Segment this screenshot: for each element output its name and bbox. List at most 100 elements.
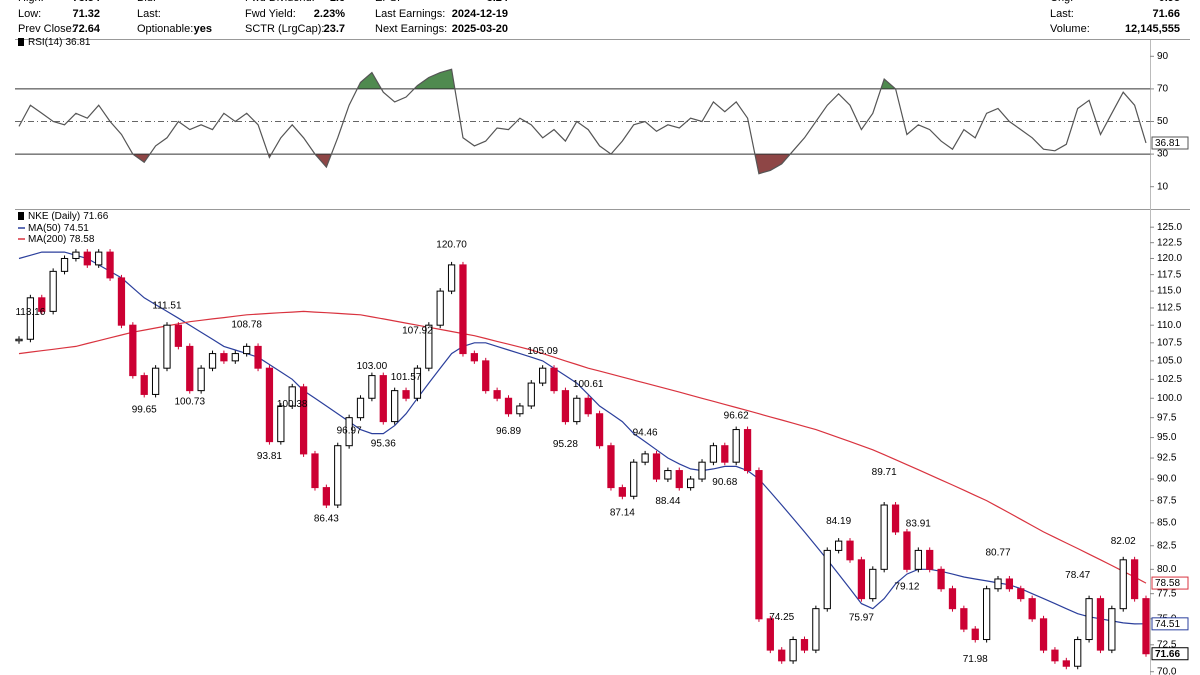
- moving-average: [18, 310, 1147, 584]
- header-label: Volume:: [1050, 23, 1090, 35]
- candle: [857, 559, 866, 600]
- price-annotation: 86.43: [314, 514, 339, 525]
- header-value: 72.64: [72, 23, 100, 35]
- candle: [95, 251, 103, 266]
- y-tick-label: 82.5: [1157, 540, 1177, 551]
- candle: [311, 453, 319, 489]
- candle: [789, 639, 797, 662]
- price-annotation: 95.28: [553, 439, 578, 450]
- y-tick-label: 117.5: [1157, 269, 1182, 280]
- candle: [277, 405, 285, 443]
- candle: [243, 345, 251, 355]
- header-label: Chg:: [1050, 0, 1073, 4]
- header-label: EPS:: [375, 0, 400, 4]
- price-annotation: 111.51: [152, 300, 182, 311]
- y-tick-label: 50: [1157, 116, 1169, 127]
- header-label: Fwd Dividend:: [245, 0, 315, 4]
- price-annotation: 88.44: [655, 496, 680, 507]
- legend-entry: NKE (Daily) 71.66: [28, 211, 109, 222]
- candle: [561, 390, 570, 423]
- price-annotation: 100.61: [573, 379, 604, 390]
- header-label: Low:: [18, 8, 41, 20]
- candle: [527, 382, 535, 407]
- moving-average: [18, 251, 1147, 625]
- candle: [15, 338, 23, 342]
- candle: [948, 588, 957, 610]
- value-badge: [1151, 647, 1189, 661]
- y-tick-label: 92.5: [1157, 453, 1177, 464]
- value-badge: [1151, 576, 1189, 590]
- candle: [208, 353, 217, 369]
- candle: [1051, 649, 1059, 662]
- y-tick-label: 115.0: [1157, 286, 1182, 297]
- legend-entry: RSI(14) 36.81: [28, 37, 91, 48]
- candle: [880, 504, 888, 570]
- candle: [413, 367, 422, 399]
- y-tick-label: 85.0: [1157, 517, 1177, 528]
- candle: [1062, 660, 1070, 667]
- candle: [630, 461, 638, 497]
- candle: [664, 470, 672, 480]
- candle: [573, 397, 581, 423]
- candle: [903, 531, 911, 570]
- candle: [971, 628, 979, 641]
- legend-value: 74.51: [64, 223, 89, 234]
- y-tick-label: 112.5: [1157, 303, 1182, 314]
- candle: [1142, 598, 1150, 655]
- legend-icon: [18, 212, 24, 220]
- header-value: 12,145,555: [1125, 23, 1180, 35]
- header-label: SCTR (LrgCap):: [245, 23, 324, 35]
- candle: [391, 390, 399, 423]
- candle: [288, 386, 296, 407]
- price-annotation: 89.71: [872, 467, 897, 478]
- candle: [1085, 598, 1093, 641]
- candle: [447, 264, 456, 292]
- y-tick-label: 30: [1157, 149, 1169, 160]
- header-value: 73.54: [72, 0, 100, 4]
- header-label: Optionable:: [137, 23, 193, 35]
- candle: [584, 397, 592, 415]
- price-annotation: 96.89: [496, 426, 521, 437]
- candle: [83, 251, 91, 266]
- candle: [402, 390, 410, 399]
- legend-entry: MA(200) 78.58: [28, 234, 95, 245]
- candle: [550, 367, 558, 392]
- candle: [1108, 608, 1116, 651]
- candle: [869, 568, 877, 600]
- legend-value: 71.66: [83, 211, 108, 222]
- legend-icon: [18, 38, 24, 46]
- header-value: 2025-03-20: [452, 23, 508, 35]
- header-label: High:: [18, 0, 44, 4]
- y-tick-label: 70.0: [1157, 666, 1177, 675]
- header-value: 71.66: [1152, 8, 1180, 20]
- price-annotation: 87.14: [610, 507, 635, 518]
- candle: [265, 367, 274, 443]
- candle: [38, 297, 46, 312]
- price-annotation: 83.91: [906, 518, 931, 529]
- y-tick-label: 70: [1157, 84, 1169, 95]
- candle: [140, 375, 148, 395]
- candle: [595, 413, 604, 447]
- value-badge-label: 78.58: [1155, 578, 1180, 589]
- candle: [937, 568, 945, 590]
- candle: [72, 251, 80, 259]
- price-annotation: 78.47: [1065, 570, 1090, 581]
- price-annotation: 96.97: [337, 425, 362, 436]
- legend-name: MA(50): [28, 223, 61, 234]
- price-annotation: 96.62: [724, 410, 749, 421]
- price-annotation: 94.46: [633, 428, 658, 439]
- candle: [982, 588, 991, 641]
- y-tick-label: 110.0: [1157, 320, 1182, 331]
- candle: [220, 353, 228, 362]
- candle: [299, 386, 308, 455]
- candle: [129, 324, 137, 377]
- header-value: 23.7: [324, 23, 345, 35]
- candle: [652, 453, 661, 480]
- candle: [163, 324, 171, 369]
- legend-entry: MA(50) 74.51: [28, 223, 89, 234]
- header-label: Last Earnings:: [375, 8, 445, 20]
- header-value: 2024-12-19: [452, 8, 508, 20]
- y-tick-label: 87.5: [1157, 495, 1177, 506]
- y-tick-label: 95.0: [1157, 432, 1177, 443]
